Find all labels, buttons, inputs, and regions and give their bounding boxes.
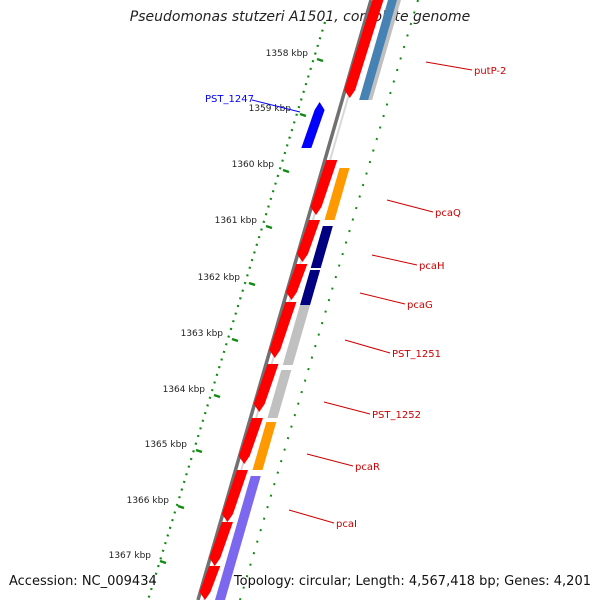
tick-mark [231,337,239,343]
cds-arrow [253,364,279,412]
category-bar [267,370,292,418]
gene-leader-line [323,401,371,415]
tick-mark [316,57,324,63]
gene-label[interactable]: pcaH [419,261,445,272]
category-bar-light [368,0,401,100]
cds-arrow [344,0,384,98]
forward-gene-arrow [301,102,325,148]
category-bar [252,422,277,470]
gene-leader-line [288,509,335,524]
ruler-ticks: 1358 kbp 1359 kbp 1360 kbp 1361 kbp 1362 kbp… [109,49,324,565]
cds-arrow [199,566,221,600]
cds-arrow [296,220,321,262]
tick-label: 1359 kbp [249,104,292,114]
tick-label: 1362 kbp [198,273,241,283]
category-bar [215,525,247,600]
gene-leader-line [386,199,434,213]
gene-label[interactable]: PST_1252 [372,410,421,421]
gene-label[interactable]: pcaI [336,519,357,530]
category-bar [236,476,261,525]
outer-track-line [239,0,419,600]
gene-label[interactable]: PST_1251 [392,349,441,360]
tick-mark [248,281,256,287]
gene-leader-line [306,453,354,467]
cds-arrow [221,470,248,522]
accession-text: Accession: NC_009434 [9,574,157,589]
tick-label: 1363 kbp [181,329,224,339]
category-bar [324,168,350,220]
tick-mark [282,168,290,174]
tick-mark [177,504,185,510]
tick-mark [159,559,167,565]
gene-leader-line [425,61,473,71]
category-bar [310,226,333,268]
category-bar [282,305,311,365]
topology-text: Topology: circular; Length: 4,567,418 bp… [233,574,591,589]
cds-arrow [310,160,338,215]
gene-label[interactable]: pcaR [355,462,380,473]
gene-label[interactable]: PST_1247 [205,94,254,105]
gene-leader-line [359,292,406,305]
tick-mark [299,112,307,118]
tick-mark [265,224,273,230]
tick-label: 1364 kbp [163,385,206,395]
gene-label[interactable]: pcaQ [435,208,461,219]
tick-label: 1366 kbp [127,496,170,506]
tick-mark [195,448,203,454]
cds-arrow [209,522,233,566]
feature-tracks [199,0,401,600]
gene-label[interactable]: putP-2 [474,66,506,77]
gene-leader-line [344,339,391,354]
category-bar [359,0,398,100]
category-bar [300,270,321,305]
tick-label: 1367 kbp [109,551,152,561]
cds-arrow [269,302,297,358]
tick-label: 1361 kbp [215,216,258,226]
tick-mark [213,393,221,399]
gene-label[interactable]: pcaG [407,300,433,311]
gene-leader-line [251,99,301,113]
cds-arrow [238,418,263,464]
gene-labels: putP-2 PST_1247 pcaQ pcaH pcaG PST_1251 PST_12… [205,61,506,530]
tick-label: 1365 kbp [145,440,188,450]
tick-label: 1360 kbp [232,160,275,170]
gene-leader-line [371,254,418,266]
tick-label: 1358 kbp [266,49,309,59]
cds-arrow [286,264,308,300]
